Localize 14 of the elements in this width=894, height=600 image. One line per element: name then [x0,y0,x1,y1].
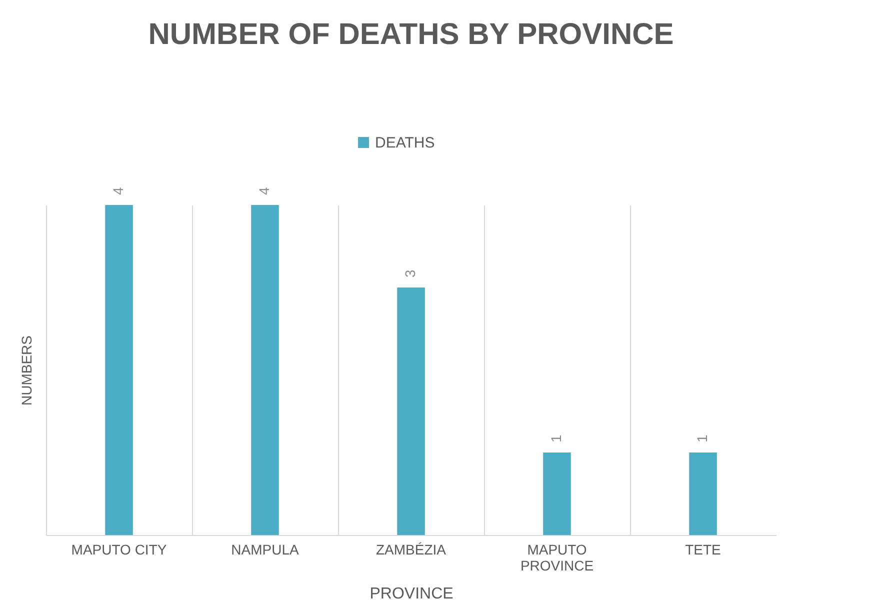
x-tick-label: TETE [685,542,721,558]
x-tick-label: ZAMBÉZIA [376,542,447,558]
y-axis-title: NUMBERS [18,335,34,406]
legend-label: DEATHS [375,134,435,152]
x-tick-label: MAPUTO CITY [71,542,168,558]
x-tick-label: MAPUTO PROVINCE [520,542,594,574]
x-tick-label: NAMPULA [231,542,300,558]
data-label: 1 [694,434,710,442]
data-label: 4 [256,187,272,195]
chart-title: NUMBER OF DEATHS BY PROVINCE [148,18,674,51]
x-axis-title: PROVINCE [370,586,454,600]
data-label: 3 [402,270,418,278]
data-label: 1 [548,434,564,442]
data-label: 4 [110,187,126,195]
